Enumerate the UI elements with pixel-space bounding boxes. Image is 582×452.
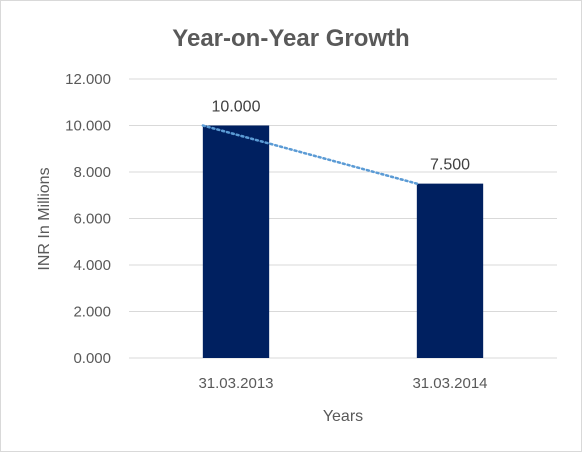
y-tick-label: 0.000 [73, 350, 111, 367]
x-axis-ticks: 31.03.2013 31.03.2014 [198, 375, 487, 392]
gridlines [129, 78, 557, 359]
x-tick-label: 31.03.2014 [412, 375, 487, 392]
bar [202, 125, 270, 358]
y-tick-label: 2.000 [73, 304, 111, 321]
trendline-line [201, 124, 419, 185]
data-labels: 10.000 7.500 [212, 99, 471, 174]
data-label: 10.000 [212, 99, 261, 116]
y-axis-title: INR In Millions [36, 167, 53, 270]
bar [416, 183, 484, 358]
chart-title: Year-on-Year Growth [172, 25, 409, 52]
y-tick-label: 6.000 [73, 211, 111, 228]
trendline [201, 124, 419, 185]
y-tick-label: 10.000 [65, 118, 111, 135]
y-axis-ticks: 0.000 2.000 4.000 6.000 8.000 10.000 12.000 [65, 71, 111, 367]
y-tick-label: 4.000 [73, 257, 111, 274]
x-axis-title: Years [323, 408, 363, 425]
y-tick-label: 12.000 [65, 71, 111, 88]
data-label: 7.500 [430, 157, 470, 174]
bars [202, 125, 484, 358]
x-tick-label: 31.03.2013 [198, 375, 273, 392]
y-tick-label: 8.000 [73, 164, 111, 181]
